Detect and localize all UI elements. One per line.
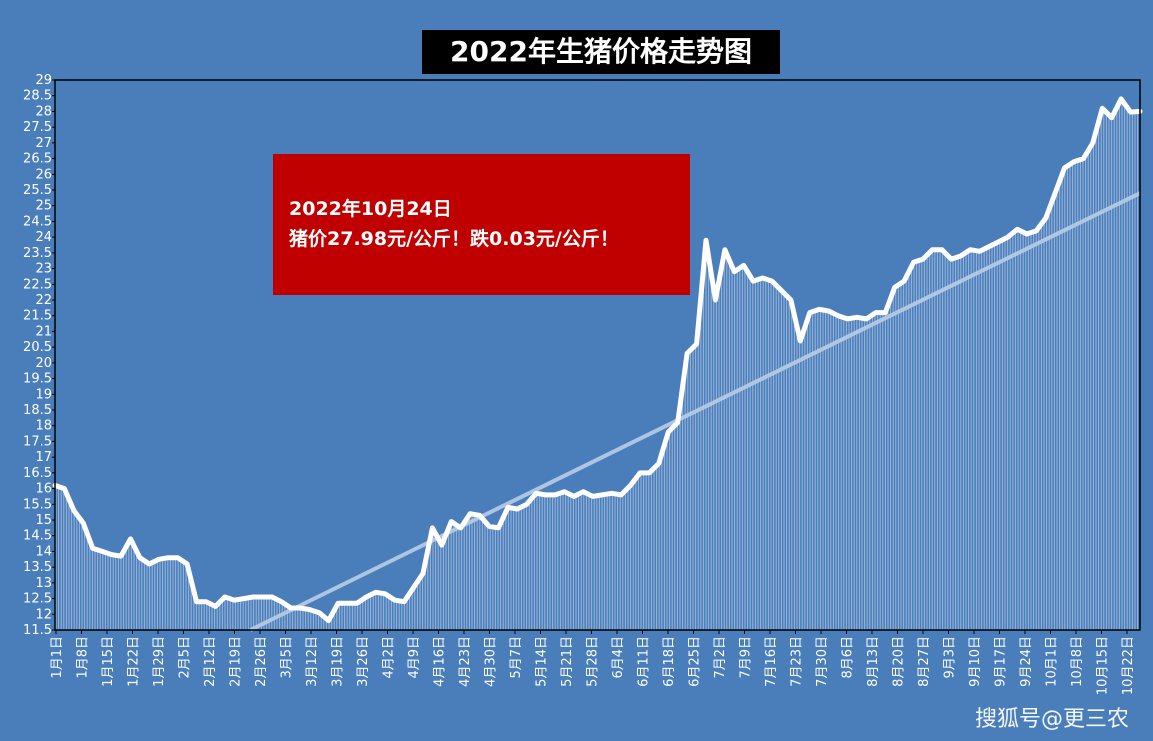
y-tick-label: 28 — [35, 104, 52, 119]
y-tick-label: 11.5 — [23, 623, 52, 638]
y-tick-label: 21.5 — [23, 309, 52, 324]
y-tick-label: 27 — [35, 136, 52, 151]
x-tick-label: 8月6日 — [841, 636, 856, 679]
annotation-date: 2022年10月24日 — [289, 198, 452, 220]
x-tick-label: 4月9日 — [407, 636, 422, 679]
y-tick-label: 23 — [35, 262, 52, 277]
x-tick-label: 7月23日 — [790, 636, 805, 687]
x-tick-label: 8月13日 — [866, 636, 881, 687]
x-tick-label: 7月2日 — [713, 636, 728, 679]
y-tick-label: 19.5 — [23, 372, 52, 387]
x-tick-label: 1月1日 — [50, 636, 65, 679]
y-tick-label: 20.5 — [23, 340, 52, 355]
y-tick-label: 28.5 — [23, 89, 52, 104]
y-tick-label: 18.5 — [23, 403, 52, 418]
x-axis: 1月1日 1月8日 1月15日 1月22日 1月29日 2月5日 2月12日 2月19日 2月2… — [50, 630, 1136, 695]
y-tick-label: 24 — [35, 230, 52, 245]
x-tick-label: 1月8日 — [76, 636, 91, 679]
y-tick-label: 14 — [35, 544, 52, 559]
price-line — [52, 96, 1143, 624]
x-tick-label: 6月11日 — [637, 636, 652, 687]
x-tick-label: 8月27日 — [917, 636, 932, 687]
y-tick-label: 26.5 — [23, 152, 52, 167]
y-tick-label: 22 — [35, 293, 52, 308]
annotation-box: 2022年10月24日 猪价27.98元/公斤！跌0.03元/公斤！ — [273, 154, 690, 295]
y-tick-label: 26 — [35, 167, 52, 182]
x-tick-label: 1月29日 — [152, 636, 167, 687]
watermark: 搜狐号@更三农 — [974, 707, 1129, 732]
y-tick-label: 20 — [35, 356, 52, 371]
x-tick-label: 9月10日 — [968, 636, 983, 687]
y-tick-label: 13 — [35, 576, 52, 591]
y-tick-label: 16.5 — [23, 466, 52, 481]
x-tick-label: 4月30日 — [484, 636, 499, 687]
x-tick-label: 1月22日 — [127, 636, 142, 687]
x-tick-label: 9月3日 — [943, 636, 958, 679]
annotation-price: 猪价27.98元/公斤！跌0.03元/公斤！ — [289, 228, 619, 250]
x-tick-label: 2月26日 — [254, 636, 269, 687]
x-tick-label: 3月26日 — [356, 636, 371, 687]
y-tick-label: 25.5 — [23, 183, 52, 198]
price-bars — [55, 100, 1139, 630]
x-tick-label: 10月1日 — [1045, 636, 1060, 687]
y-tick-label: 13.5 — [23, 560, 52, 575]
y-tick-label: 16 — [35, 482, 52, 497]
x-tick-label: 9月17日 — [994, 636, 1009, 687]
x-tick-label: 10月15日 — [1096, 636, 1111, 695]
y-tick-label: 15 — [35, 513, 52, 528]
x-tick-label: 6月4日 — [611, 636, 626, 679]
y-axis: 11.51212.51313.51414.51515.51616.51717.5… — [23, 73, 55, 638]
y-tick-label: 23.5 — [23, 246, 52, 261]
x-tick-label: 5月7日 — [509, 636, 524, 679]
y-tick-label: 29 — [35, 73, 52, 88]
y-tick-label: 24.5 — [23, 214, 52, 229]
x-tick-label: 3月19日 — [331, 636, 346, 687]
chart-title: 2022年生猪价格走势图 — [422, 30, 780, 74]
x-tick-label: 4月23日 — [458, 636, 473, 687]
x-tick-label: 9月24日 — [1019, 636, 1034, 687]
y-tick-label: 25 — [35, 199, 52, 214]
trend-line — [249, 191, 1141, 632]
x-tick-label: 10月8日 — [1070, 636, 1085, 687]
x-tick-label: 6月25日 — [688, 636, 703, 687]
x-tick-label: 10月22日 — [1121, 636, 1136, 695]
x-tick-label: 3月5日 — [280, 636, 295, 679]
x-tick-label: 7月9日 — [739, 636, 754, 679]
plot-area-frame — [54, 79, 1141, 631]
x-tick-label: 2月12日 — [203, 636, 218, 687]
x-tick-label: 1月15日 — [101, 636, 116, 687]
x-tick-label: 5月28日 — [586, 636, 601, 687]
y-tick-label: 22.5 — [23, 277, 52, 292]
y-tick-label: 17 — [35, 450, 52, 465]
x-tick-label: 7月16日 — [764, 636, 779, 687]
x-tick-label: 8月20日 — [892, 636, 907, 687]
y-tick-label: 18 — [35, 419, 52, 434]
x-tick-label: 7月30日 — [815, 636, 830, 687]
y-tick-label: 21 — [35, 324, 52, 339]
x-tick-label: 2月5日 — [178, 636, 193, 679]
x-tick-label: 3月12日 — [305, 636, 320, 687]
x-tick-label: 5月14日 — [535, 636, 550, 687]
x-tick-label: 5月21日 — [560, 636, 575, 687]
x-tick-label: 4月2日 — [382, 636, 397, 679]
y-tick-label: 12.5 — [23, 592, 52, 607]
y-tick-label: 15.5 — [23, 497, 52, 512]
y-tick-label: 17.5 — [23, 434, 52, 449]
y-tick-label: 19 — [35, 387, 52, 402]
y-tick-label: 27.5 — [23, 120, 52, 135]
x-tick-label: 4月16日 — [433, 636, 448, 687]
y-tick-label: 12 — [35, 607, 52, 622]
x-tick-label: 2月19日 — [229, 636, 244, 687]
y-tick-label: 14.5 — [23, 529, 52, 544]
x-tick-label: 6月18日 — [662, 636, 677, 687]
